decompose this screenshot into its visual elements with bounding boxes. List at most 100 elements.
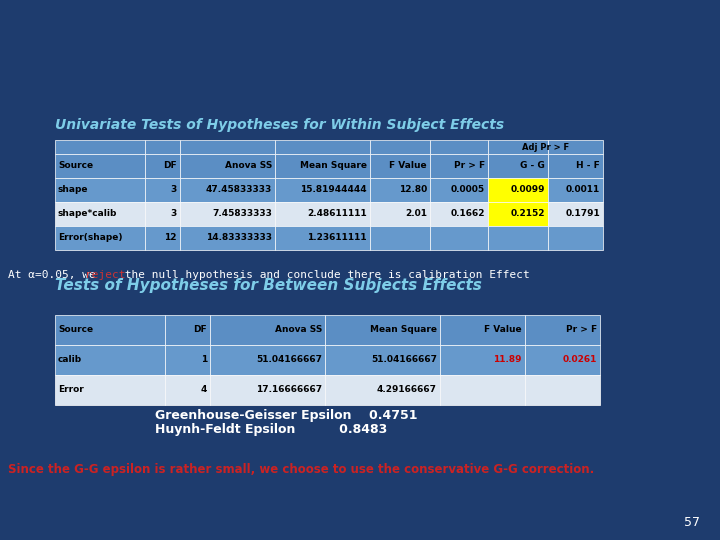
Text: Mean Square: Mean Square bbox=[370, 326, 437, 334]
Text: 47.45833333: 47.45833333 bbox=[206, 186, 272, 194]
Bar bbox=[548, 140, 603, 154]
Bar bbox=[55, 375, 165, 405]
Bar bbox=[180, 202, 275, 226]
Text: 17.16666667: 17.16666667 bbox=[256, 386, 322, 395]
Bar bbox=[165, 315, 210, 345]
Text: shape*calib: shape*calib bbox=[58, 210, 117, 219]
Text: 0.0261: 0.0261 bbox=[562, 355, 597, 364]
Text: Univariate Tests of Hypotheses for Within Subject Effects: Univariate Tests of Hypotheses for Withi… bbox=[55, 118, 504, 132]
Text: 0.0099: 0.0099 bbox=[510, 186, 545, 194]
Text: Since the G-G epsilon is rather small, we choose to use the conservative G-G cor: Since the G-G epsilon is rather small, w… bbox=[8, 463, 594, 476]
Text: Pr > F: Pr > F bbox=[454, 161, 485, 171]
Text: 12: 12 bbox=[164, 233, 177, 242]
Text: 51.04166667: 51.04166667 bbox=[256, 355, 322, 364]
Bar bbox=[488, 202, 548, 226]
Text: shape: shape bbox=[58, 186, 89, 194]
Text: Error(shape): Error(shape) bbox=[58, 233, 122, 242]
Text: 0.1791: 0.1791 bbox=[565, 210, 600, 219]
Bar bbox=[430, 226, 488, 250]
Text: 1: 1 bbox=[201, 355, 207, 364]
Bar bbox=[145, 178, 180, 202]
Text: the null hypothesis and conclude there is calibration Effect: the null hypothesis and conclude there i… bbox=[118, 270, 530, 280]
Bar bbox=[325, 345, 440, 375]
Text: 3: 3 bbox=[171, 186, 177, 194]
Bar bbox=[165, 375, 210, 405]
Bar bbox=[275, 202, 370, 226]
Bar bbox=[55, 154, 145, 178]
Bar bbox=[275, 226, 370, 250]
Bar bbox=[165, 345, 210, 375]
Text: 4: 4 bbox=[201, 386, 207, 395]
Text: DF: DF bbox=[163, 161, 177, 171]
Bar bbox=[180, 178, 275, 202]
Bar bbox=[55, 226, 145, 250]
Bar bbox=[488, 178, 548, 202]
Text: 0.2152: 0.2152 bbox=[510, 210, 545, 219]
Bar bbox=[55, 345, 165, 375]
Text: 11.89: 11.89 bbox=[493, 355, 522, 364]
Text: F Value: F Value bbox=[390, 161, 427, 171]
Text: Source: Source bbox=[58, 161, 93, 171]
Bar bbox=[440, 315, 525, 345]
Text: Source: Source bbox=[58, 326, 93, 334]
Bar bbox=[548, 226, 603, 250]
Bar bbox=[430, 202, 488, 226]
Text: 3: 3 bbox=[171, 210, 177, 219]
Bar bbox=[525, 315, 600, 345]
Text: 0.0005: 0.0005 bbox=[451, 186, 485, 194]
Bar bbox=[55, 140, 145, 154]
Bar bbox=[325, 315, 440, 345]
Text: H - F: H - F bbox=[576, 161, 600, 171]
Bar bbox=[210, 315, 325, 345]
Text: 2.48611111: 2.48611111 bbox=[307, 210, 367, 219]
Text: 14.83333333: 14.83333333 bbox=[206, 233, 272, 242]
Text: calib: calib bbox=[58, 355, 82, 364]
Bar bbox=[145, 202, 180, 226]
Text: Tests of Hypotheses for Between Subjects Effects: Tests of Hypotheses for Between Subjects… bbox=[55, 278, 482, 293]
Bar bbox=[488, 226, 548, 250]
Bar bbox=[548, 178, 603, 202]
Bar bbox=[548, 154, 603, 178]
Text: 12.80: 12.80 bbox=[399, 186, 427, 194]
Bar bbox=[370, 178, 430, 202]
Text: Greenhouse-Geisser Epsilon    0.4751: Greenhouse-Geisser Epsilon 0.4751 bbox=[155, 408, 418, 422]
Bar bbox=[275, 140, 370, 154]
Bar bbox=[145, 140, 180, 154]
Bar bbox=[145, 154, 180, 178]
Text: Mean Square: Mean Square bbox=[300, 161, 367, 171]
Bar bbox=[440, 375, 525, 405]
Bar bbox=[370, 226, 430, 250]
Bar bbox=[275, 154, 370, 178]
Bar bbox=[525, 375, 600, 405]
Bar bbox=[55, 202, 145, 226]
Bar bbox=[488, 140, 548, 154]
Bar bbox=[210, 345, 325, 375]
Text: Anova SS: Anova SS bbox=[274, 326, 322, 334]
Bar bbox=[180, 154, 275, 178]
Text: reject: reject bbox=[85, 270, 125, 280]
Bar bbox=[145, 226, 180, 250]
Bar bbox=[525, 345, 600, 375]
Bar bbox=[440, 345, 525, 375]
Text: Error: Error bbox=[58, 386, 84, 395]
Text: At α=0.05, we: At α=0.05, we bbox=[8, 270, 102, 280]
Text: 0.1662: 0.1662 bbox=[451, 210, 485, 219]
Bar bbox=[430, 140, 488, 154]
Text: 4.29166667: 4.29166667 bbox=[377, 386, 437, 395]
Bar bbox=[548, 202, 603, 226]
Text: 51.04166667: 51.04166667 bbox=[371, 355, 437, 364]
Text: G - G: G - G bbox=[521, 161, 545, 171]
Bar bbox=[430, 154, 488, 178]
Text: F Value: F Value bbox=[485, 326, 522, 334]
Text: 1.23611111: 1.23611111 bbox=[307, 233, 367, 242]
Bar bbox=[210, 375, 325, 405]
Bar bbox=[370, 202, 430, 226]
Text: 2.01: 2.01 bbox=[405, 210, 427, 219]
Bar bbox=[55, 315, 165, 345]
Text: DF: DF bbox=[194, 326, 207, 334]
Bar bbox=[430, 178, 488, 202]
Bar bbox=[370, 140, 430, 154]
Bar bbox=[180, 140, 275, 154]
Bar bbox=[488, 154, 548, 178]
Text: 15.81944444: 15.81944444 bbox=[300, 186, 367, 194]
